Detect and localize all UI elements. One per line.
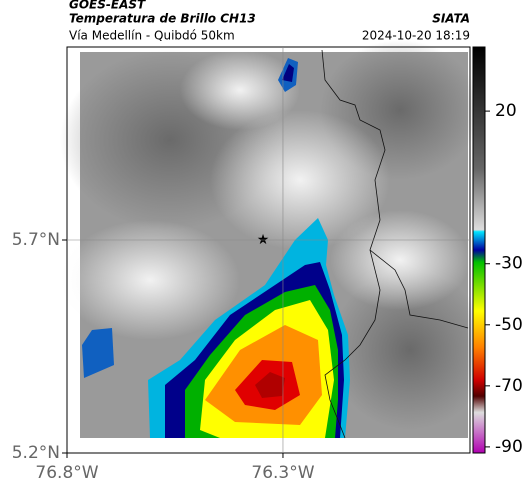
- colorbar-tick-label: 20: [495, 101, 517, 121]
- source: GOES-EAST: [69, 0, 146, 12]
- map-frame: [66, 46, 471, 454]
- lat-tick-label: 5.7°N: [12, 230, 60, 250]
- datetime: 2024-10-20 18:19: [362, 29, 470, 43]
- org: SIATA: [432, 12, 470, 26]
- lat-tick-label: 5.2°N: [12, 443, 60, 463]
- colorbar: [472, 46, 486, 454]
- title: Temperatura de Brillo CH13: [69, 12, 256, 26]
- colorbar-tick-label: -50: [495, 315, 523, 335]
- satellite-image: [60, 40, 490, 453]
- colorbar-tick-label: -90: [495, 437, 523, 457]
- subtitle: Vía Medellín - Quibdó 50km: [69, 29, 235, 43]
- colorbar-tick-label: -30: [495, 254, 523, 274]
- colorbar-tick-label: -70: [495, 376, 523, 396]
- lon-tick-label: 76.8°W: [35, 463, 98, 483]
- lon-tick-label: 76.3°W: [251, 463, 314, 483]
